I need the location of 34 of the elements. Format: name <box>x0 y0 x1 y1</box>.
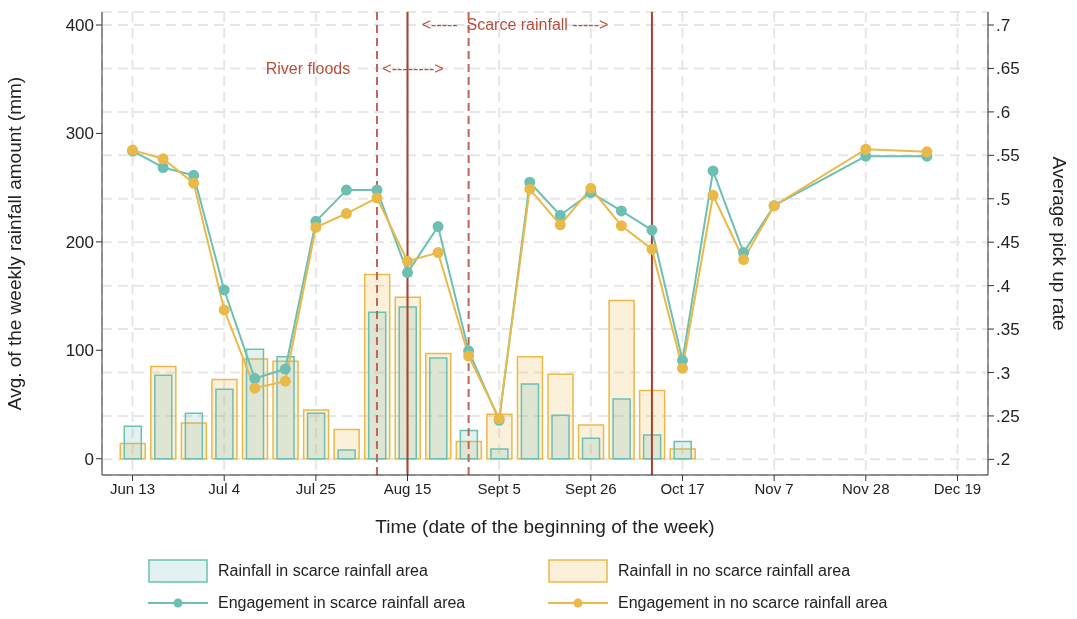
x-tick-label: Aug 15 <box>383 479 432 497</box>
legend-label: Rainfall in scarce rainfall area <box>218 562 428 580</box>
y-tick-label: 300 <box>65 124 94 144</box>
y-tick-label: 200 <box>65 232 94 252</box>
y2-tick-label: .6 <box>996 102 1011 122</box>
y-tick-label: 400 <box>65 16 94 36</box>
x-tick-label: Nov 28 <box>842 479 890 497</box>
x-tick-label: Dec 19 <box>933 479 982 497</box>
y2-tick-label: .2 <box>996 450 1011 470</box>
y2-tick-label: .25 <box>996 406 1020 426</box>
x-tick-label: Nov 7 <box>754 479 794 497</box>
legend-label: Engagement in no scarce rainfall area <box>618 594 888 612</box>
y2-tick-label: .45 <box>996 233 1020 253</box>
x-tick-label: Sept 5 <box>477 479 521 497</box>
x-tick-label: Jul 4 <box>208 479 241 497</box>
x-tick-label: Jun 13 <box>110 479 156 497</box>
annotation: River floods <box>265 60 351 78</box>
y-tick-label: 0 <box>84 449 94 469</box>
y2-tick-label: .3 <box>996 363 1011 383</box>
y2-tick-label: .4 <box>996 276 1011 296</box>
legend-label: Rainfall in no scarce rainfall area <box>618 562 851 580</box>
y2-tick-label: .7 <box>996 16 1011 36</box>
y2-tick-label: .35 <box>996 320 1020 340</box>
x-tick-label: Oct 17 <box>660 479 705 497</box>
y2-tick-label: .55 <box>996 146 1020 166</box>
legend-label: Engagement in scarce rainfall area <box>218 594 466 612</box>
x-tick-label: Sept 26 <box>564 479 617 497</box>
y2-axis-title: Average pick up rate <box>1049 156 1071 331</box>
x-axis-title: Time (date of the beginning of the week) <box>375 516 715 537</box>
x-tick-label: Jul 25 <box>295 479 336 497</box>
y-tick-label: 100 <box>65 341 94 361</box>
annotation: <----- Scarce rainfall -----> <box>421 16 609 34</box>
y2-tick-label: .65 <box>996 59 1020 79</box>
y2-tick-label: .5 <box>996 189 1011 209</box>
